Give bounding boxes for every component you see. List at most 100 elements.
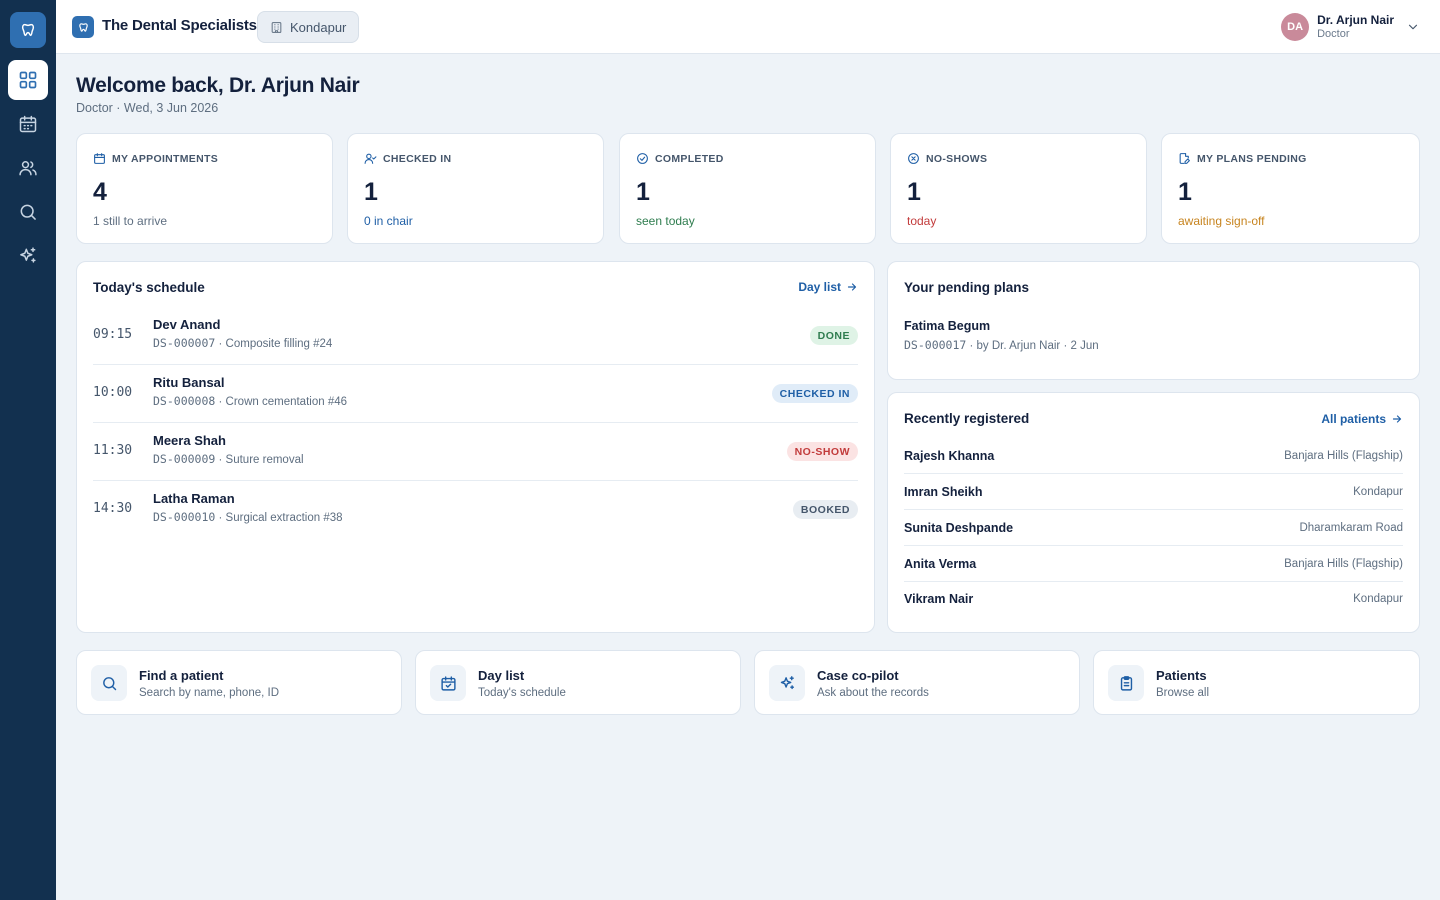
nav-search[interactable]	[8, 192, 48, 232]
patient-id: DS-000017	[904, 338, 967, 352]
patient-name: Anita Verma	[904, 557, 977, 571]
status-badge: BOOKED	[792, 500, 858, 519]
patient-id: DS-000010	[153, 510, 216, 524]
sidebar-rail	[0, 0, 56, 900]
appointment-time: 10:00	[93, 385, 133, 400]
procedure: Crown cementation #46	[225, 396, 348, 408]
stat-label: MY PLANS PENDING	[1197, 152, 1307, 165]
action-subtitle: Search by name, phone, ID	[139, 687, 279, 699]
schedule-row[interactable]: 14:30 Latha Raman DS-000010 · Surgical e…	[93, 481, 858, 539]
nav-patients[interactable]	[8, 148, 48, 188]
stat-card-completed[interactable]: COMPLETED 1 seen today	[619, 133, 876, 244]
pending-plan-item[interactable]: Fatima Begum DS-000017 · by Dr. Arjun Na…	[904, 319, 1099, 352]
stat-card-checked-in[interactable]: CHECKED IN 1 0 in chair	[347, 133, 604, 244]
recent-patient-row[interactable]: Rajesh Khanna Banjara Hills (Flagship)	[904, 438, 1403, 474]
pending-plans-title: Your pending plans	[904, 280, 1030, 295]
status-badge: CHECKED IN	[771, 384, 858, 403]
schedule-row[interactable]: 10:00 Ritu Bansal DS-000008 · Crown ceme…	[93, 365, 858, 423]
action-title: Patients	[1156, 668, 1207, 683]
stat-card-appointments[interactable]: MY APPOINTMENTS 4 1 still to arrive	[76, 133, 333, 244]
patient-name: Ritu Bansal	[153, 375, 225, 390]
patient-name: Fatima Begum	[904, 319, 991, 333]
patient-name: Imran Sheikh	[904, 485, 983, 499]
action-title: Case co-pilot	[817, 668, 899, 683]
stat-value: 4	[93, 178, 107, 206]
patient-branch: Kondapur	[1353, 486, 1403, 498]
stat-value: 1	[1178, 178, 1192, 206]
all-patients-link[interactable]: All patients	[1321, 412, 1403, 426]
search-icon	[102, 676, 116, 690]
stat-note: 0 in chair	[364, 214, 413, 228]
stat-value: 1	[364, 178, 378, 206]
status-badge: DONE	[809, 326, 858, 345]
schedule-row[interactable]: 09:15 Dev Anand DS-000007 · Composite fi…	[93, 307, 858, 365]
action-title: Day list	[478, 668, 525, 683]
patient-name: Dev Anand	[153, 317, 221, 332]
clipboard-icon	[1120, 675, 1132, 691]
stat-label: NO-SHOWS	[926, 152, 988, 165]
recent-patient-row[interactable]: Anita Verma Banjara Hills (Flagship)	[904, 546, 1403, 582]
recent-patients-title: Recently registered	[904, 411, 1030, 426]
action-subtitle: Browse all	[1156, 687, 1210, 699]
sparkles-icon	[20, 247, 36, 263]
stat-card-no-shows[interactable]: NO-SHOWS 1 today	[890, 133, 1147, 244]
patient-branch: Banjara Hills (Flagship)	[1284, 450, 1403, 462]
patient-name: Vikram Nair	[904, 592, 974, 606]
recent-patient-row[interactable]: Vikram Nair Kondapur	[904, 581, 1403, 617]
search-icon	[20, 204, 36, 220]
patient-id: DS-000009	[153, 452, 216, 466]
schedule-row[interactable]: 11:30 Meera Shah DS-000009 · Suture remo…	[93, 423, 858, 481]
clinic-selector[interactable]: Kondapur	[257, 11, 360, 43]
recent-patient-row[interactable]: Sunita Deshpande Dharamkaram Road	[904, 510, 1403, 546]
stat-card-plans-pending[interactable]: MY PLANS PENDING 1 awaiting sign-off	[1161, 133, 1420, 244]
procedure: Composite filling #24	[225, 338, 333, 350]
nav-calendar[interactable]	[8, 104, 48, 144]
user-menu[interactable]: DA Dr. Arjun Nair Doctor	[1281, 12, 1420, 42]
arrow-right-icon	[847, 283, 857, 291]
action-day-list[interactable]: Day list Today's schedule	[415, 650, 741, 715]
plan-detail: DS-000017 · by Dr. Arjun Nair · 2 Jun	[904, 338, 1099, 352]
action-subtitle: Ask about the records	[817, 687, 929, 699]
x-circle-icon	[908, 153, 919, 164]
patient-branch: Dharamkaram Road	[1299, 522, 1403, 534]
app-logo[interactable]	[10, 12, 46, 48]
patient-branch: Kondapur	[1353, 593, 1403, 605]
page-subtitle: Doctor · Wed, 3 Jun 2026	[76, 101, 219, 115]
tooth-icon	[21, 23, 35, 37]
schedule-title: Today's schedule	[93, 280, 205, 295]
top-bar: The Dental Specialists Kondapur DA Dr. A…	[56, 0, 1440, 54]
action-title: Find a patient	[139, 668, 224, 683]
brand-logo[interactable]	[72, 16, 94, 38]
nav-copilot[interactable]	[8, 236, 48, 276]
chevron-down-icon[interactable]	[1406, 20, 1420, 34]
appointment-detail: DS-000009 · Suture removal	[153, 452, 304, 466]
status-badge: NO-SHOW	[786, 442, 858, 461]
page-title: Welcome back, Dr. Arjun Nair	[76, 74, 360, 97]
calendar-check-icon	[440, 675, 456, 691]
day-list-link[interactable]: Day list	[798, 280, 858, 294]
user-role: Doctor	[1317, 28, 1350, 40]
action-case-copilot[interactable]: Case co-pilot Ask about the records	[754, 650, 1080, 715]
patient-name: Meera Shah	[153, 433, 226, 448]
clinic-name: Kondapur	[290, 19, 347, 35]
sparkles-icon	[780, 675, 794, 689]
appointment-time: 14:30	[93, 501, 133, 516]
stat-note: seen today	[636, 214, 695, 228]
stat-note: 1 still to arrive	[93, 214, 168, 228]
all-patients-link-label: All patients	[1321, 412, 1386, 426]
action-find-patient[interactable]: Find a patient Search by name, phone, ID	[76, 650, 402, 715]
building-icon	[271, 21, 282, 33]
check-circle-icon	[637, 153, 648, 164]
stat-label: MY APPOINTMENTS	[112, 152, 219, 165]
patient-branch: Banjara Hills (Flagship)	[1284, 558, 1403, 570]
stat-label: CHECKED IN	[383, 152, 452, 165]
day-list-link-label: Day list	[798, 280, 841, 294]
action-subtitle: Today's schedule	[478, 687, 566, 699]
appointment-time: 11:30	[93, 443, 133, 458]
nav-dashboard[interactable]	[8, 60, 48, 100]
user-check-icon	[364, 153, 377, 164]
action-patients[interactable]: Patients Browse all	[1093, 650, 1420, 715]
appointment-detail: DS-000010 · Surgical extraction #38	[153, 510, 343, 524]
plan-meta: · by Dr. Arjun Nair · 2 Jun	[966, 340, 1099, 352]
recent-patient-row[interactable]: Imran Sheikh Kondapur	[904, 474, 1403, 510]
